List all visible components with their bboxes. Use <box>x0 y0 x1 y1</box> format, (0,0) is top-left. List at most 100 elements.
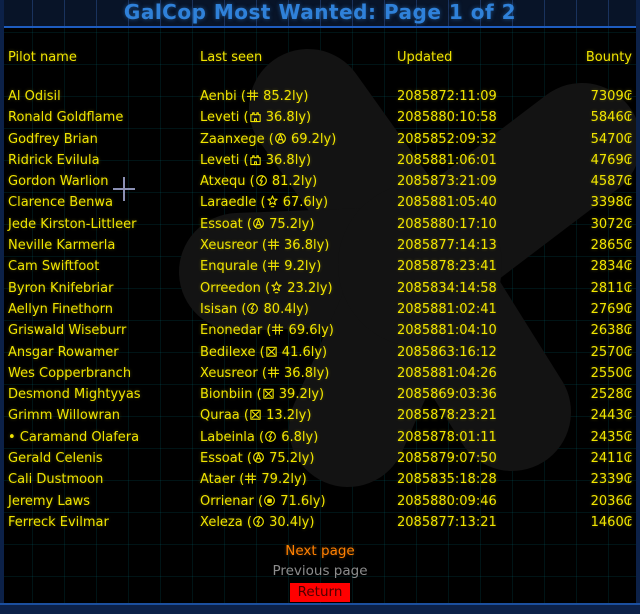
bounty-value: 2036₢ <box>590 493 632 509</box>
pilot-name: Jeremy Laws <box>8 493 90 509</box>
header-last-seen: Last seen <box>200 50 263 65</box>
title-bar: GalCop Most Wanted: Page 1 of 2 <box>0 0 640 26</box>
pilot-name: Griswald Wiseburr <box>8 323 127 339</box>
pilot-name: Ridrick Evilula <box>8 152 100 168</box>
updated-time: 2085877:13:21 <box>397 514 497 530</box>
fist-icon <box>264 494 275 506</box>
bounty-value: 2528₢ <box>590 387 632 403</box>
updated-time: 2085872:11:09 <box>397 89 497 104</box>
bounty-value: 2411₢ <box>590 451 632 467</box>
updated-time: 2085834:14:58 <box>397 280 497 296</box>
last-seen: Xeusreor ( 36.8ly) <box>200 365 330 381</box>
bounty-value: 4587₢ <box>590 174 632 190</box>
pilot-name: Wes Copperbranch <box>8 365 132 381</box>
table-row: Wes Copperbranch Xeusreor ( 36.8ly) 208588… <box>0 363 632 384</box>
pilot-name: Neville Karmerla <box>8 238 116 254</box>
header-updated: Updated <box>397 50 453 65</box>
right-frame-edge <box>636 0 640 614</box>
bounty-value: 4769₢ <box>590 152 632 168</box>
bounty-rows: Al Odisil Aenbi ( 85.2ly) 2085872:11:09 730… <box>0 86 632 533</box>
corporate-icon <box>245 473 257 485</box>
pilot-name: Ferreck Evilmar <box>8 514 109 530</box>
boxed-x-icon <box>265 346 277 357</box>
updated-time: 2085869:03:36 <box>397 387 497 403</box>
last-seen: Atxequ ( 81.2ly) <box>200 174 318 190</box>
anarchy-icon <box>274 132 286 144</box>
table-row: Ansgar Rowamer Bedilexe ( 41.6ly) 2085863:… <box>0 342 632 363</box>
page-title: GalCop Most Wanted: Page 1 of 2 <box>123 0 517 24</box>
pilot-name: Gordon Warlion <box>8 174 109 190</box>
table-row: Godfrey Brian Zaanxege ( 69.2ly) 2085852:0… <box>0 129 632 150</box>
lightning-icon <box>247 303 259 314</box>
table-row: Byron Knifebriar Orreedon ( 23.2ly) 208583… <box>0 278 632 299</box>
bounty-value: 2811₢ <box>590 280 632 296</box>
bounty-value: 2435₢ <box>590 429 632 445</box>
table-row: Gerald Celenis Essoat ( 75.2ly) 2085879:07… <box>0 448 632 469</box>
pilot-name: Jede Kirston-Littleer <box>8 216 137 232</box>
bounty-value: 3072₢ <box>590 216 632 232</box>
last-seen: Quraa ( 13.2ly) <box>200 408 312 424</box>
bounty-value: 2769₢ <box>590 301 632 317</box>
updated-time: 2085852:09:32 <box>397 131 497 147</box>
pilot-name: Gerald Celenis <box>8 451 103 467</box>
pilot-name: Clarence Benwa <box>8 195 113 211</box>
table-row: Cam Swiftfoot Enqurale ( 9.2ly) 2085878:23… <box>0 256 632 277</box>
next-page-button[interactable]: Next page <box>285 543 355 559</box>
bottom-frame-line <box>0 603 640 605</box>
lightning-icon <box>255 175 267 187</box>
bounty-value: 2834₢ <box>590 259 632 275</box>
bounty-value: 1460₢ <box>590 514 632 530</box>
last-seen: Bionbiin ( 39.2ly) <box>200 387 325 403</box>
updated-time: 2085835:18:28 <box>397 472 497 488</box>
updated-time: 2085879:07:50 <box>397 451 497 467</box>
last-seen: Orrienar ( 71.6ly) <box>200 493 326 509</box>
bounty-value: 2865₢ <box>590 238 632 254</box>
table-row: Grimm Willowran Quraa ( 13.2ly) 2085878:23… <box>0 405 632 426</box>
last-seen: Isisan ( 80.4ly) <box>200 301 309 317</box>
mouse-crosshair-icon <box>113 188 135 190</box>
pilot-name: Godfrey Brian <box>8 131 98 147</box>
table-row: Jeremy Laws Orrienar ( 71.6ly) 2085880:09:… <box>0 491 632 512</box>
last-seen: Zaanxege ( 69.2ly) <box>200 131 337 147</box>
updated-time: 2085873:21:09 <box>397 174 497 190</box>
bounty-value: 2550₢ <box>590 365 632 381</box>
pilot-name: Cam Swiftfoot <box>8 259 100 275</box>
corporate-icon <box>267 366 280 378</box>
last-seen: Orreedon ( 23.2ly) <box>200 280 333 296</box>
table-row: Neville Karmerla Xeusreor ( 36.8ly) 208587… <box>0 235 632 256</box>
table-row: Ridrick Evilula Leveti ( 36.8ly) 2085881:0… <box>0 150 632 171</box>
bounty-value: 2339₢ <box>590 472 632 488</box>
last-seen: Bedilexe ( 41.6ly) <box>200 344 328 360</box>
updated-time: 2085881:02:41 <box>397 301 497 317</box>
table-row: Al Odisil Aenbi ( 85.2ly) 2085872:11:09 730… <box>0 86 632 107</box>
pilot-name: Byron Knifebriar <box>8 280 114 296</box>
return-button[interactable]: Return <box>289 583 351 602</box>
last-seen: Essoat ( 75.2ly) <box>200 216 315 232</box>
bottom-frame-strip <box>0 605 640 614</box>
corporate-icon <box>267 260 280 272</box>
boxed-x-icon <box>250 410 261 421</box>
corporate-icon <box>267 238 280 250</box>
boxed-x-icon <box>262 388 274 399</box>
header-pilot-name: Pilot name <box>8 50 77 65</box>
updated-time: 2085881:05:40 <box>397 195 497 211</box>
updated-time: 2085877:14:13 <box>397 238 497 254</box>
corporate-icon <box>272 324 284 335</box>
pilot-name: Aellyn Finethorn <box>8 301 113 317</box>
corporate-icon <box>246 89 259 101</box>
last-seen: Aenbi ( 85.2ly) <box>200 89 309 104</box>
pagination-menu: Next page Previous page Return <box>0 541 640 603</box>
title-underline <box>4 26 636 28</box>
last-seen: Leveti ( 36.8ly) <box>200 110 312 126</box>
table-row: Jede Kirston-Littleer Essoat ( 75.2ly) 208… <box>0 214 632 235</box>
previous-page-button[interactable]: Previous page <box>272 563 368 579</box>
bounty-value: 7309₢ <box>590 89 632 104</box>
updated-time: 2085878:23:21 <box>397 408 497 424</box>
last-seen: Enqurale ( 9.2ly) <box>200 259 322 275</box>
table-row: Ronald Goldflame Leveti ( 36.8ly) 2085880:… <box>0 107 632 128</box>
last-seen: Essoat ( 75.2ly) <box>200 451 315 467</box>
header-bounty: Bounty <box>585 50 632 65</box>
table-row: Clarence Benwa Laraedle ( 67.6ly) 2085881:… <box>0 192 632 213</box>
pilot-name: • Caramand Olafera <box>8 429 140 445</box>
last-seen: Xeleza ( 30.4ly) <box>200 514 315 530</box>
